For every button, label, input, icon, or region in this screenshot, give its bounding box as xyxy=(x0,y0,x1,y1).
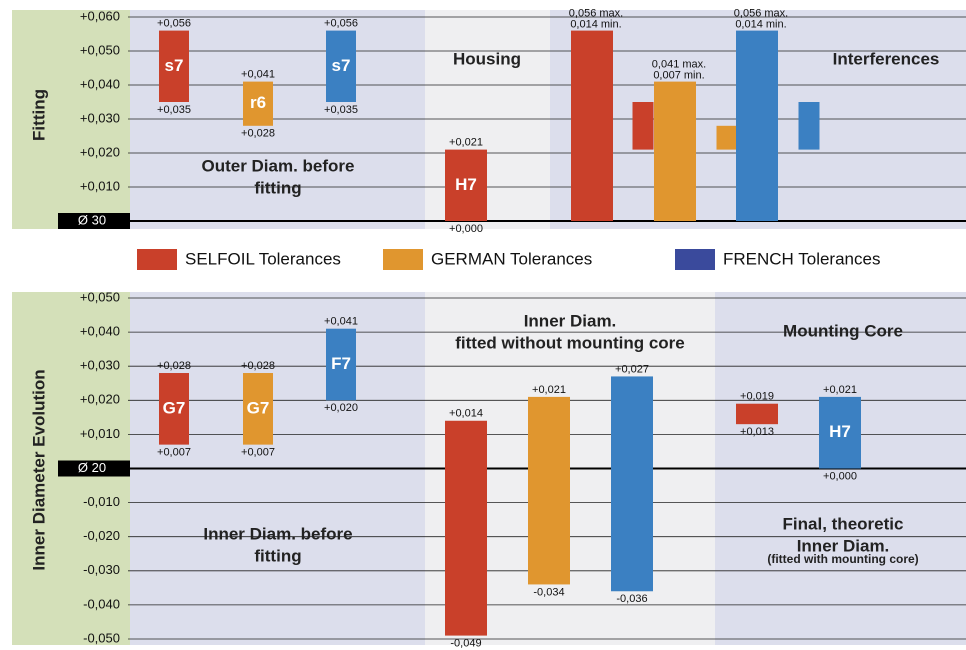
value-label: +0,000 xyxy=(449,223,483,235)
value-label: +0,021 xyxy=(823,384,857,396)
bar xyxy=(611,376,653,592)
legend-swatch xyxy=(383,249,423,270)
value-label: 0,056 max. xyxy=(734,8,788,20)
value-label: +0,007 xyxy=(157,447,191,459)
panel-label: Interferences xyxy=(833,49,940,68)
panel-label: Inner Diam. xyxy=(524,311,617,330)
panel-label: Inner Diam. before xyxy=(203,524,352,543)
value-label: +0,035 xyxy=(324,104,358,116)
y-tick-label: -0,050 xyxy=(83,630,120,645)
value-label: +0,035 xyxy=(157,104,191,116)
value-label: +0,013 xyxy=(740,426,774,438)
panel-label: Mounting Core xyxy=(783,321,903,340)
y-tick-label: +0,020 xyxy=(80,144,120,159)
axis-band xyxy=(12,10,130,229)
bar-name: G7 xyxy=(163,398,186,417)
value-label: +0,028 xyxy=(241,128,275,140)
y-tick-label: +0,040 xyxy=(80,76,120,91)
y-tick-label: +0,060 xyxy=(80,8,120,23)
value-label: +0,041 xyxy=(241,69,275,81)
legend-label: GERMAN Tolerances xyxy=(431,249,592,268)
panel xyxy=(425,10,550,229)
value-label: +0,000 xyxy=(823,470,857,482)
bar xyxy=(243,81,273,126)
value-label: 0,007 min. xyxy=(653,70,704,82)
panel-label: Housing xyxy=(453,49,521,68)
panel-label: Outer Diam. before xyxy=(201,156,354,175)
bar xyxy=(445,420,487,636)
legend-swatch xyxy=(675,249,715,270)
bar-name: s7 xyxy=(332,56,351,75)
bar xyxy=(716,125,738,150)
y-tick-label: Ø 30 xyxy=(78,212,106,227)
y-tick-label: +0,050 xyxy=(80,289,120,304)
value-label: 0,041 max. xyxy=(652,59,706,71)
y-axis-label: Inner Diameter Evolution xyxy=(29,369,48,570)
y-tick-label: -0,010 xyxy=(83,494,120,509)
bar xyxy=(159,30,189,103)
bar xyxy=(159,373,189,445)
bar xyxy=(571,30,613,221)
y-axis-label: Fitting xyxy=(29,89,48,141)
value-label: -0,034 xyxy=(533,586,564,598)
value-label: +0,007 xyxy=(241,447,275,459)
y-tick-label: +0,020 xyxy=(80,392,120,407)
panel-label: Final, theoretic xyxy=(783,514,904,533)
bar-name: r6 xyxy=(250,93,266,112)
y-tick-label: Ø 20 xyxy=(78,460,106,475)
value-label: +0,019 xyxy=(740,391,774,403)
y-tick-label: +0,050 xyxy=(80,42,120,57)
panel-label: fitting xyxy=(254,178,301,197)
bar xyxy=(326,30,356,103)
legend-label: SELFOIL Tolerances xyxy=(185,249,341,268)
bar xyxy=(632,102,654,150)
bar xyxy=(819,396,861,469)
value-label: -0,049 xyxy=(450,637,481,649)
value-label: 0,056 max. xyxy=(569,8,623,20)
bar-name: H7 xyxy=(829,422,851,441)
y-tick-label: +0,010 xyxy=(80,178,120,193)
y-tick-label: -0,020 xyxy=(83,528,120,543)
value-label: +0,014 xyxy=(449,408,483,420)
value-label: +0,028 xyxy=(241,360,275,372)
bar-name: F7 xyxy=(331,354,351,373)
panel-label: (fitted with mounting core) xyxy=(767,552,918,566)
bar-name: s7 xyxy=(165,56,184,75)
panel-label: fitted without mounting core xyxy=(455,333,684,352)
value-label: 0,014 min. xyxy=(735,19,786,31)
panel-label: Inner Diam. xyxy=(797,536,890,555)
value-label: 0,014 min. xyxy=(570,19,621,31)
y-tick-label: -0,030 xyxy=(83,562,120,577)
bar xyxy=(654,81,696,221)
bar xyxy=(326,328,356,401)
value-label: +0,021 xyxy=(532,384,566,396)
value-label: -0,036 xyxy=(616,593,647,605)
value-label: +0,021 xyxy=(449,137,483,149)
value-label: +0,028 xyxy=(157,360,191,372)
y-tick-label: +0,010 xyxy=(80,426,120,441)
bar xyxy=(528,396,570,585)
legend-label: FRENCH Tolerances xyxy=(723,249,880,268)
y-tick-label: +0,030 xyxy=(80,110,120,125)
bar xyxy=(736,403,778,425)
bar xyxy=(736,30,778,221)
value-label: +0,056 xyxy=(324,18,358,30)
bar xyxy=(798,102,820,150)
bar-name: G7 xyxy=(247,398,270,417)
y-tick-label: -0,040 xyxy=(83,596,120,611)
legend-swatch xyxy=(137,249,177,270)
bar-name: H7 xyxy=(455,175,477,194)
y-tick-label: +0,040 xyxy=(80,324,120,339)
value-label: +0,027 xyxy=(615,363,649,375)
value-label: +0,041 xyxy=(324,316,358,328)
value-label: +0,020 xyxy=(324,402,358,414)
y-tick-label: +0,030 xyxy=(80,358,120,373)
panel-label: fitting xyxy=(254,546,301,565)
value-label: +0,056 xyxy=(157,18,191,30)
bar xyxy=(243,373,273,445)
bar xyxy=(445,149,487,221)
